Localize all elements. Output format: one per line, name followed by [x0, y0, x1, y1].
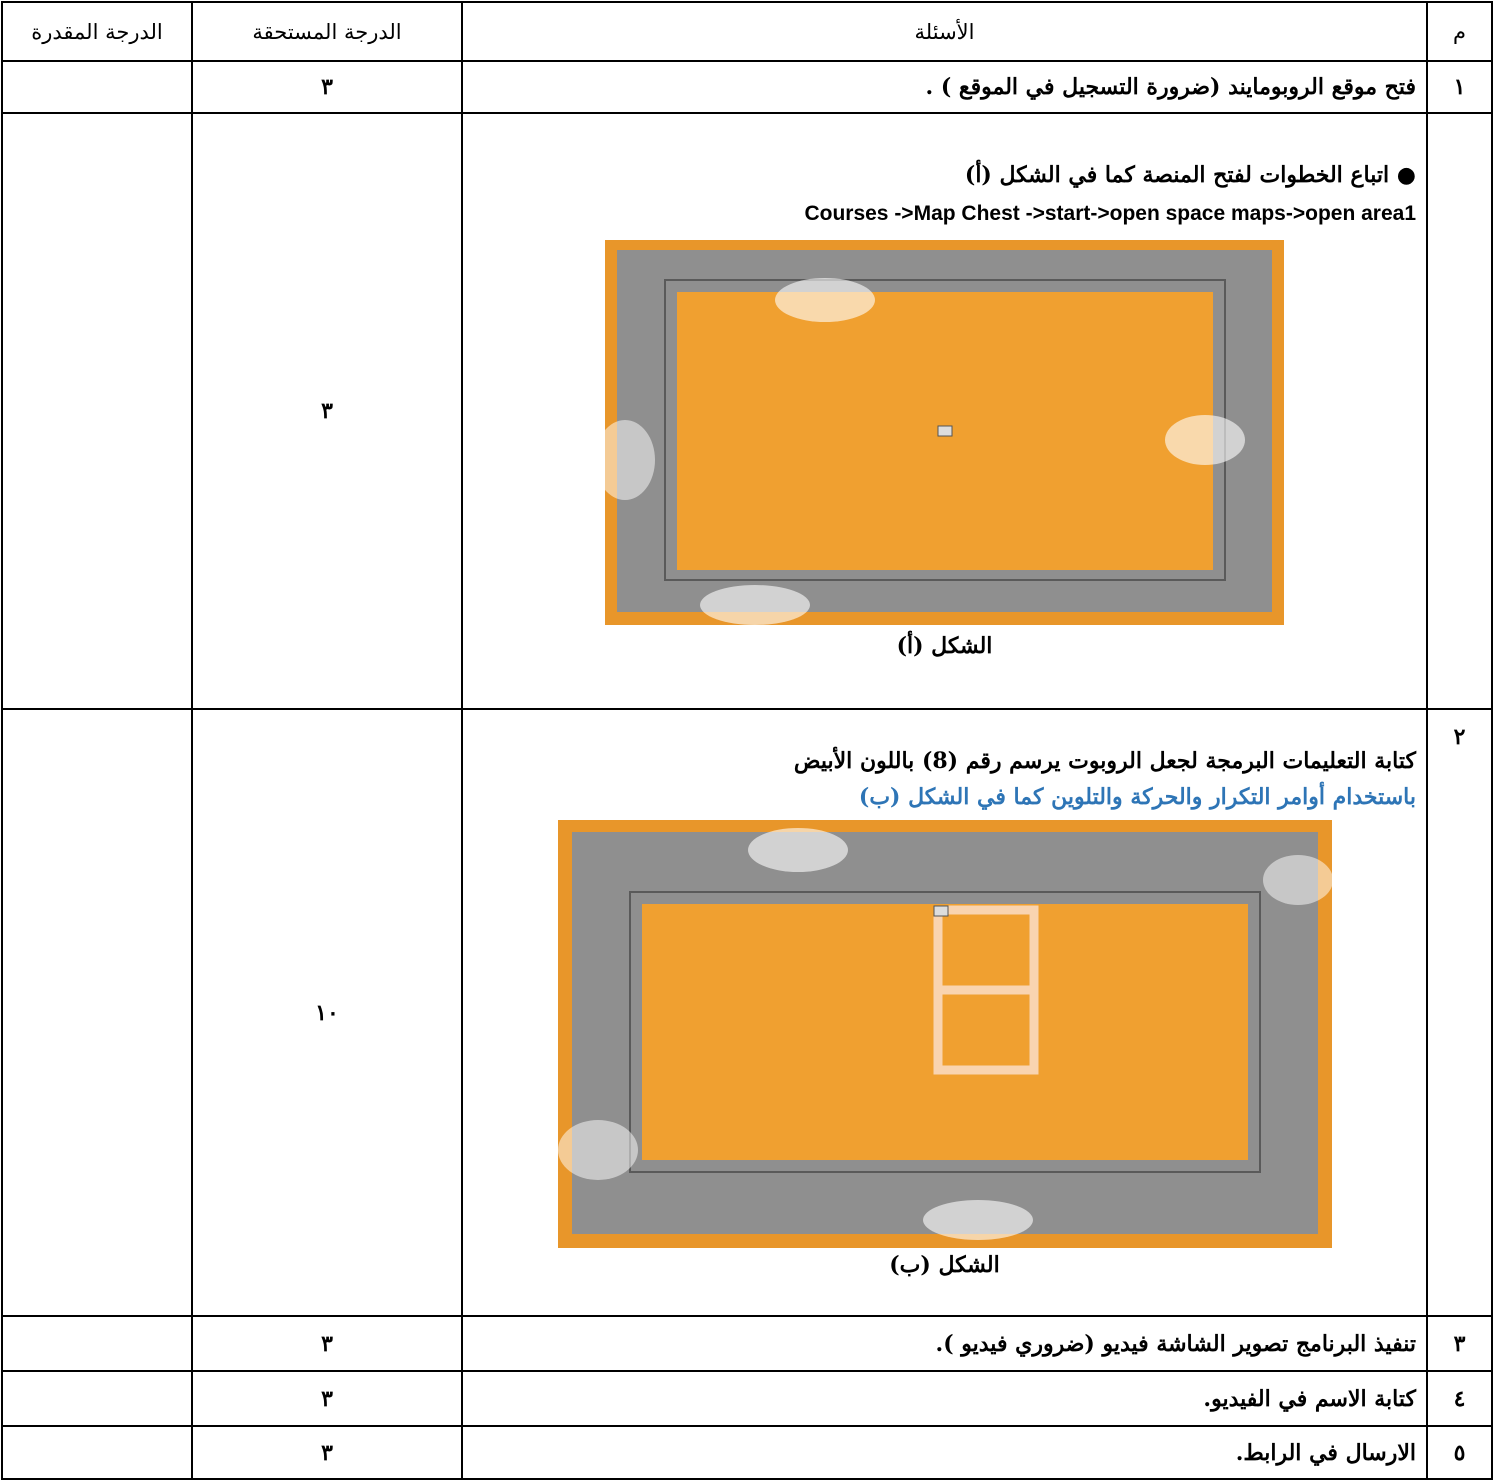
- question: كتابة التعليمات البرمجة لجعل الروبوت يرس…: [461, 708, 1428, 1317]
- points: ٣: [191, 1315, 463, 1372]
- number: ٢: [1426, 708, 1493, 1317]
- points: ١٠: [191, 708, 463, 1317]
- points: ٣: [191, 112, 463, 710]
- question: ● اتباع الخطوات لفتح المنصة كما في الشكل…: [461, 112, 1428, 710]
- question-text: كتابة التعليمات البرمجة لجعل الروبوت يرس…: [793, 747, 1416, 774]
- row: ٢ كتابة التعليمات البرمجة لجعل الروبوت ي…: [1, 708, 1493, 1317]
- header-cell: م: [1426, 1, 1493, 62]
- estimated: [1, 112, 193, 710]
- number: [1426, 112, 1493, 710]
- row: ١ فتح موقع الروبومايند (ضرورة التسجيل في…: [1, 60, 1493, 114]
- question: كتابة الاسم في الفيديو.: [461, 1370, 1428, 1427]
- row: ● اتباع الخطوات لفتح المنصة كما في الشكل…: [1, 112, 1493, 710]
- points: ٣: [191, 1370, 463, 1427]
- note: باستخدام أوامر التكرار والحركة والتلوين …: [858, 783, 1416, 810]
- estimated: [1, 1425, 193, 1480]
- header-cell: الدرجة المستحقة: [191, 1, 463, 62]
- points: ٣: [191, 60, 463, 114]
- estimated: [1, 708, 193, 1317]
- header-row: م الأسئلة الدرجة المستحقة الدرجة المقدرة: [1, 1, 1493, 62]
- caption: الشكل (أ): [896, 632, 993, 659]
- number: ٥: [1426, 1425, 1493, 1480]
- number: ١: [1426, 60, 1493, 114]
- header-cell: الأسئلة: [461, 1, 1428, 62]
- estimated: [1, 60, 193, 114]
- row: ٤ كتابة الاسم في الفيديو. ٣: [1, 1370, 1493, 1427]
- header-cell: الدرجة المقدرة: [1, 1, 193, 62]
- caption: الشكل (ب): [889, 1251, 1000, 1278]
- bullet: اتباع الخطوات لفتح المنصة كما في الشكل (…: [964, 161, 1390, 188]
- question: تنفيذ البرنامج تصوير الشاشة فيديو (ضروري…: [461, 1315, 1428, 1372]
- question: الارسال في الرابط.: [461, 1425, 1428, 1480]
- question: فتح موقع الروبومايند (ضرورة التسجيل في ا…: [461, 60, 1428, 114]
- estimated: [1, 1370, 193, 1427]
- path: Courses ->Map Chest ->start->open space …: [804, 201, 1416, 225]
- figure-a: [605, 239, 1284, 625]
- figure-b: [557, 819, 1332, 1248]
- estimated: [1, 1315, 193, 1372]
- row: ٥ الارسال في الرابط. ٣: [1, 1425, 1493, 1480]
- points: ٣: [191, 1425, 463, 1480]
- row: ٣ تنفيذ البرنامج تصوير الشاشة فيديو (ضرو…: [1, 1315, 1493, 1372]
- number: ٤: [1426, 1370, 1493, 1427]
- number: ٣: [1426, 1315, 1493, 1372]
